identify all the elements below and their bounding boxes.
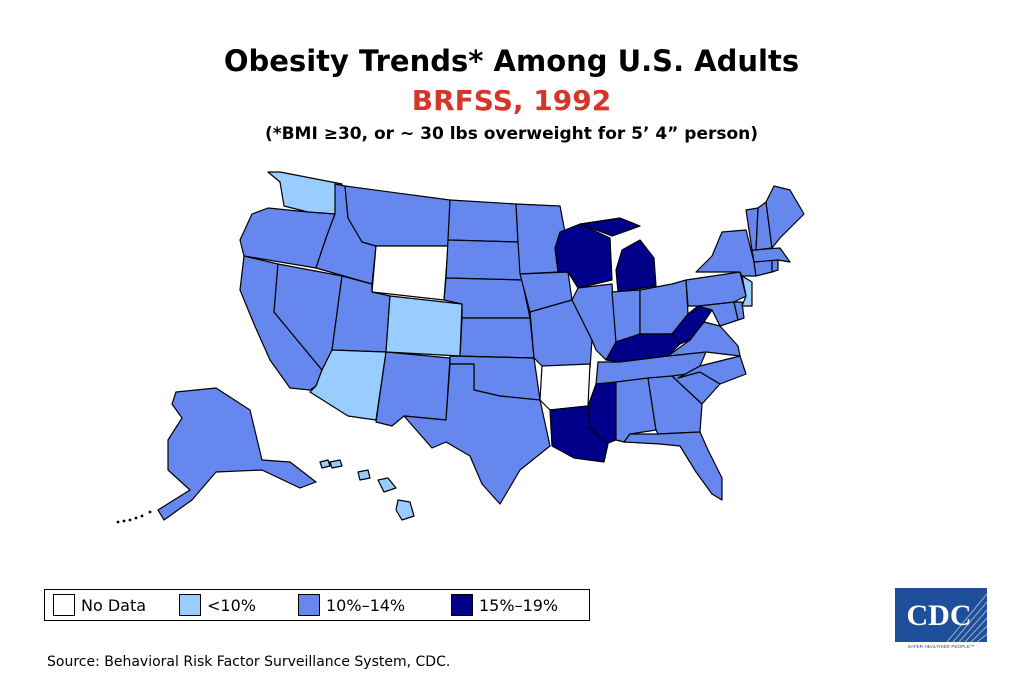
state-pennsylvania — [685, 271, 747, 307]
cdc-logo-tagline: SAFER·HEALTHIER·PEOPLE™ — [908, 644, 975, 649]
legend-label: 15%–19% — [479, 595, 559, 615]
state-new-jersey — [741, 275, 753, 307]
state-new-mexico — [375, 351, 451, 427]
cdc-logo: CDC SAFER·HEALTHIER·PEOPLE™ — [895, 588, 987, 649]
bmi-note: (*BMI ≥30, or ~ 30 lbs overweight for 5’… — [264, 124, 759, 144]
legend-swatch — [53, 594, 75, 616]
aleutian-islands — [116, 510, 152, 524]
legend-item-no-data: No Data — [53, 593, 146, 617]
legend-swatch — [179, 594, 201, 616]
state-connecticut — [753, 259, 773, 277]
legend-swatch — [298, 594, 320, 616]
state-florida — [623, 431, 723, 501]
state-arkansas — [539, 363, 591, 411]
state-michigan — [579, 217, 657, 293]
legend-label: <10% — [207, 595, 256, 615]
state-delaware — [733, 301, 745, 321]
map-subtitle: BRFSS, 1992 — [411, 84, 612, 117]
state-montana — [344, 185, 451, 247]
legend-label: 10%–14% — [326, 595, 406, 615]
legend-item-15-19: 15%–19% — [451, 593, 558, 617]
state-texas — [403, 363, 551, 505]
legend-item-lt10: <10% — [179, 593, 256, 617]
state-maine — [765, 185, 805, 249]
state-new-york — [695, 229, 757, 277]
map-title: Obesity Trends* Among U.S. Adults — [223, 44, 800, 78]
state-rhode-island — [771, 259, 779, 273]
state-north-carolina — [677, 355, 747, 385]
state-indiana — [611, 289, 641, 343]
state-south-dakota — [445, 239, 523, 281]
state-alaska — [157, 387, 317, 521]
legend-item-10-14: 10%–14% — [298, 593, 405, 617]
state-massachusetts — [751, 247, 791, 263]
cdc-logo-text: CDC — [907, 599, 972, 632]
source-note: Source: Behavioral Risk Factor Surveilla… — [47, 654, 451, 670]
legend-swatch — [451, 594, 473, 616]
state-hawaii — [319, 459, 415, 521]
state-west-virginia — [671, 305, 713, 345]
state-wyoming — [371, 245, 449, 301]
legend-label: No Data — [81, 595, 147, 615]
map-legend: No Data <10% 10%–14% 15%–19% — [44, 589, 590, 621]
state-kansas — [459, 317, 535, 359]
state-north-dakota — [447, 199, 519, 243]
state-colorado — [385, 295, 463, 357]
state-washington — [267, 171, 343, 215]
